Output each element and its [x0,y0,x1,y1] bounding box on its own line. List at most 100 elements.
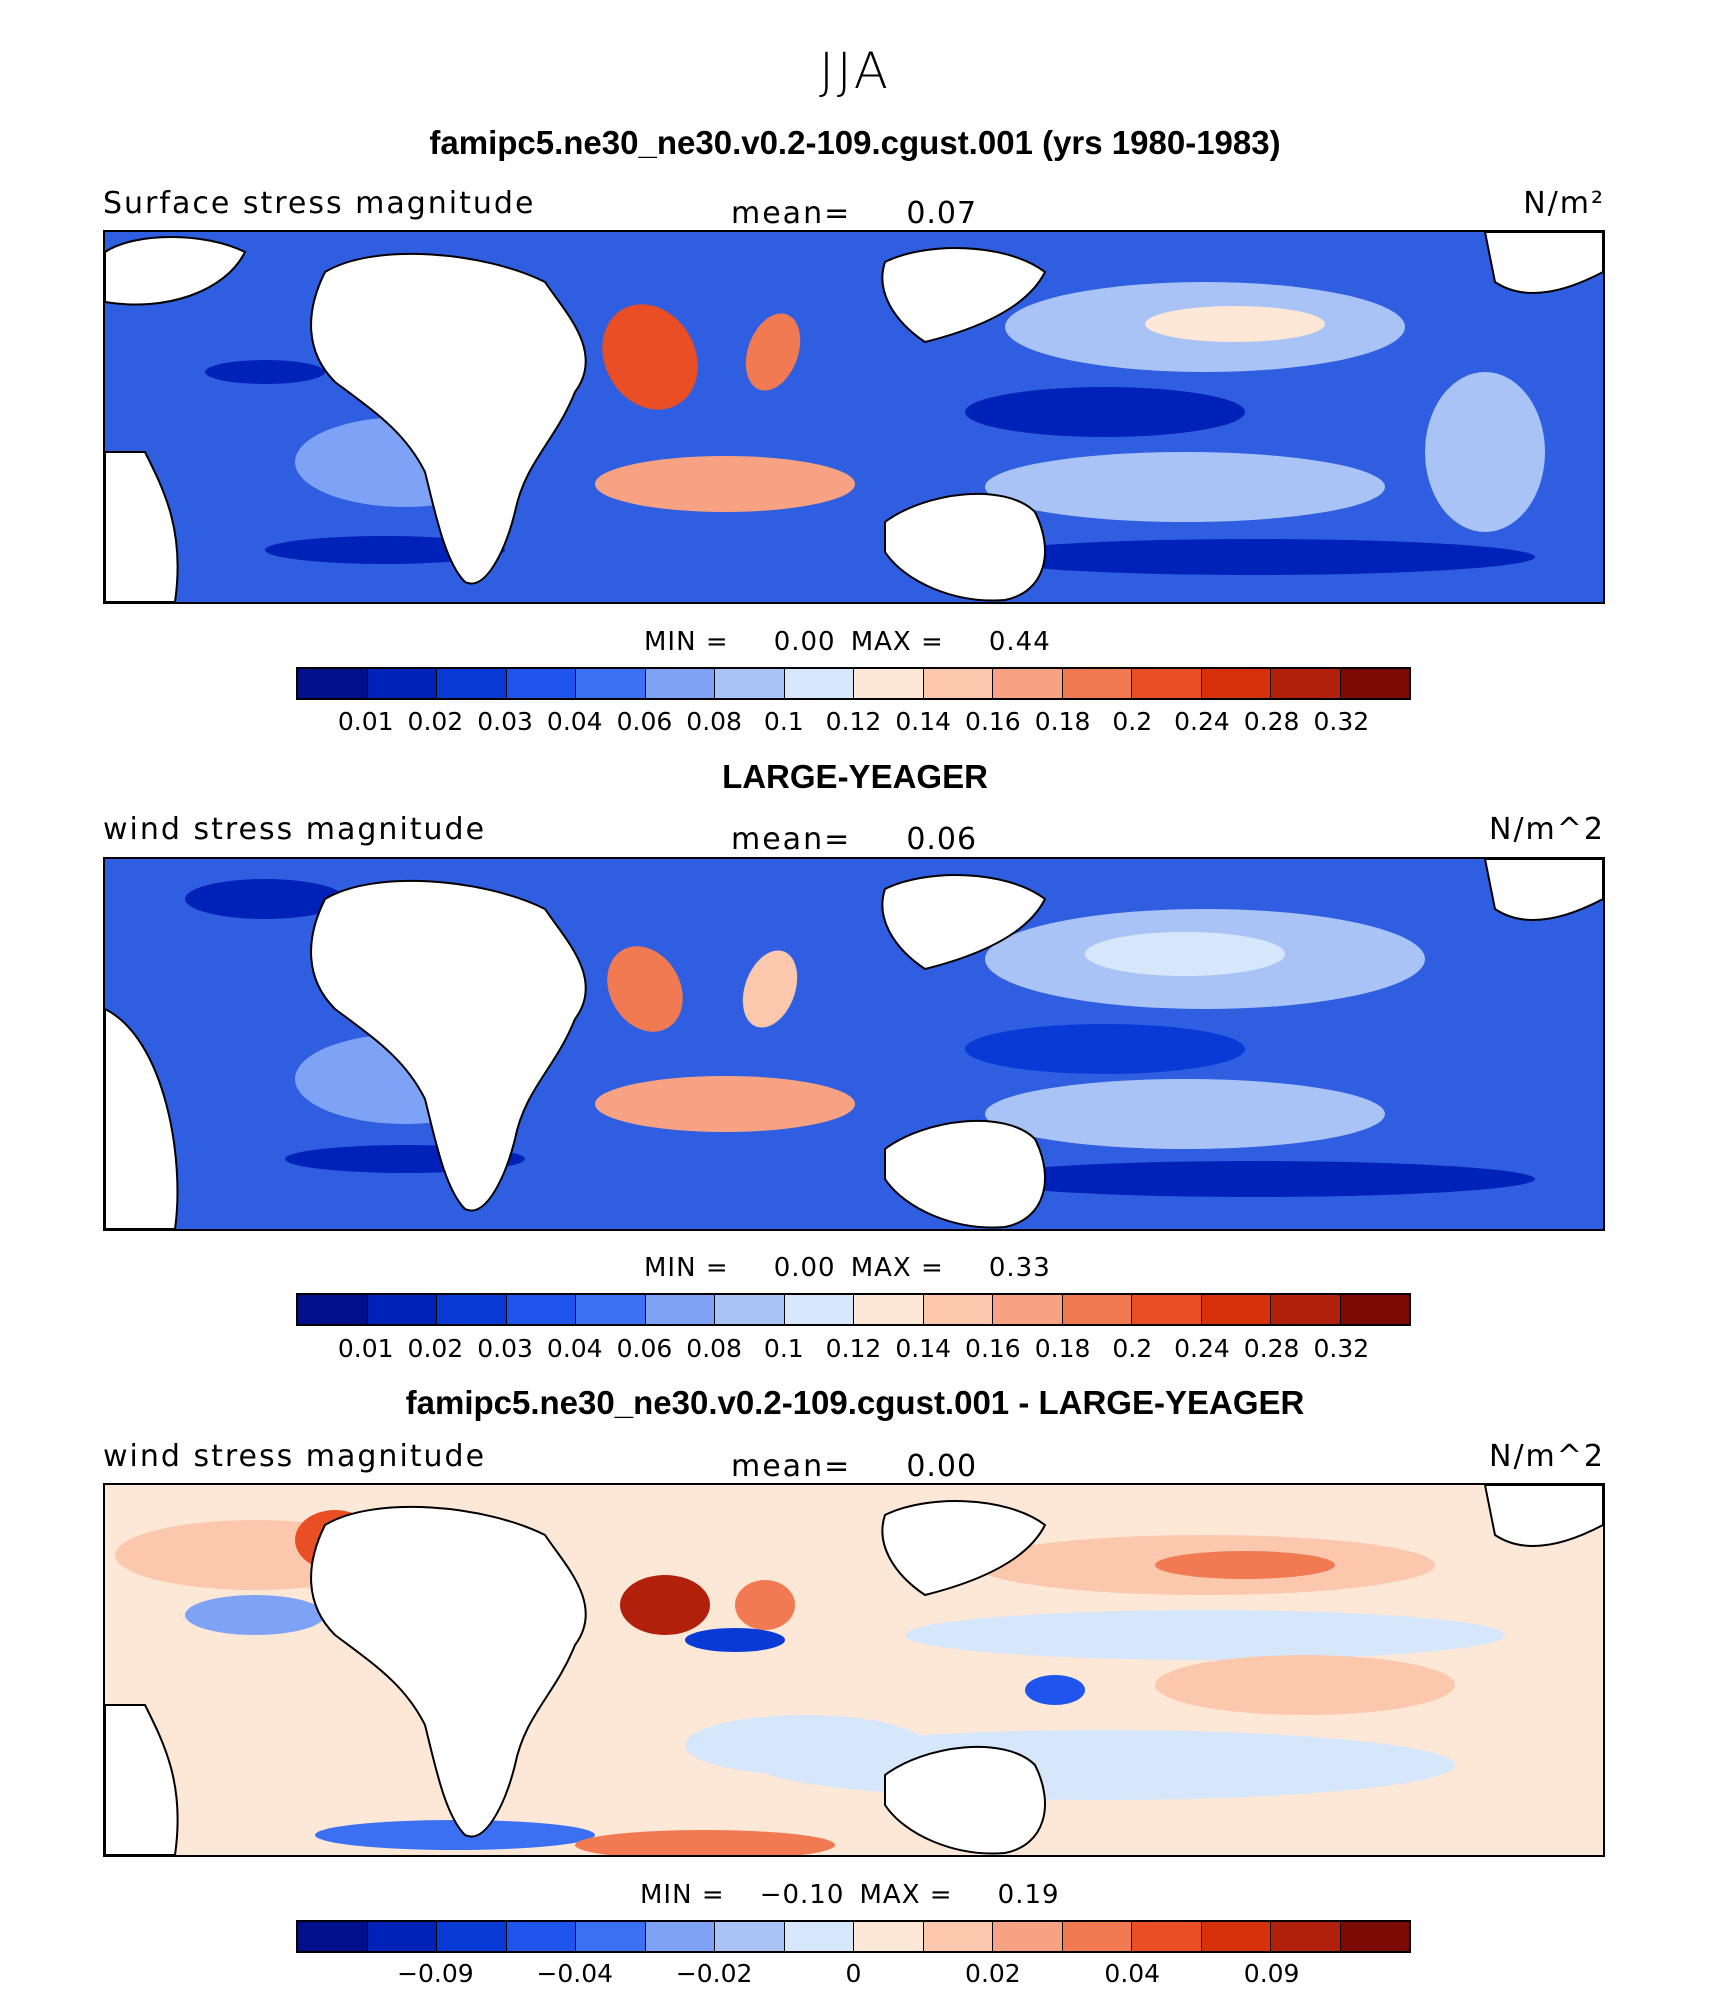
colorbar-tick-label: 0.12 [825,1334,882,1363]
panel-2-map [103,857,1605,1231]
panel-3-max-label: MAX = [859,1880,953,1910]
colorbar-cell [645,1922,715,1951]
colorbar-cell [784,669,854,698]
panel-3-units: N/m^2 [1489,1439,1605,1474]
panel-1-min-value: 0.00 [773,627,836,657]
panel-1-minmax: MIN = 0.00 MAX = 0.44 [644,627,1051,657]
colorbar-cell [854,1922,924,1951]
colorbar-tick-label: 0.1 [763,1334,804,1363]
colorbar-tick-label: 0.14 [895,1334,952,1363]
colorbar-cell [1062,1295,1132,1324]
colorbar-tick-label: 0.08 [686,1334,742,1363]
colorbar-cell [576,669,646,698]
colorbar-tick-label: 0.02 [407,707,464,736]
panel-2-mean-value: 0.06 [906,822,978,857]
colorbar-tick-label: 0.04 [546,707,603,736]
panel-1-min-label: MIN = [644,627,729,657]
panel-3-max-value: 0.19 [997,1880,1060,1910]
colorbar-cell [784,1295,854,1324]
panel-1-map-svg [105,232,1603,602]
panel-2-mean-label: mean= [731,822,852,857]
panel-2-variable-label: wind stress magnitude [103,812,487,847]
panel-3-colorbar [296,1920,1411,1953]
colorbar-tick-label: 0.32 [1313,707,1370,736]
panel-3-variable-label: wind stress magnitude [103,1439,487,1474]
colorbar-tick-label: 0.03 [477,1334,533,1363]
panel-1-mean-label: mean= [731,196,852,231]
panel-2-max-value: 0.33 [988,1253,1051,1283]
panel-1-map [103,230,1605,604]
panel-1-colorbar-ticks: 0.01 0.02 0.03 0.04 0.06 0.08 0.1 0.12 0.14 0.16 0… [296,707,1411,737]
panel-2-min-label: MIN = [644,1253,729,1283]
colorbar-cell [1340,1295,1409,1324]
colorbar-tick-label: 0 [845,1959,862,1988]
colorbar-tick-label: −0.02 [675,1959,753,1988]
colorbar-tick-label: 0.18 [1034,1334,1091,1363]
colorbar-cell [923,1295,993,1324]
colorbar-cell [1201,669,1271,698]
panel-2-max-label: MAX = [850,1253,944,1283]
colorbar-tick-label: 0.03 [477,707,533,736]
colorbar-cell [506,1922,576,1951]
colorbar-cell [506,669,576,698]
panel-1-mean-value: 0.07 [906,196,978,231]
panel-3-mean-value: 0.00 [906,1449,978,1484]
colorbar-cell [1340,1922,1409,1951]
colorbar-tick-label: 0.12 [825,707,882,736]
panel-3-map-svg [105,1485,1603,1855]
colorbar-tick-label: 0.16 [965,707,1021,736]
colorbar-tick-label: 0.09 [1243,1959,1300,1988]
colorbar-tick-label: 0.32 [1313,1334,1370,1363]
colorbar-tick-label: 0.24 [1174,707,1230,736]
figure-season-title: JJA [819,42,891,100]
panel-2-mean: mean= 0.06 [731,822,977,857]
panel-1-units: N/m² [1523,186,1605,221]
colorbar-tick-label: 0.28 [1243,1334,1300,1363]
colorbar-cell [367,1295,437,1324]
colorbar-cell [1271,669,1341,698]
colorbar-tick-label: 0.1 [763,707,804,736]
colorbar-cell [506,1295,576,1324]
colorbar-cell [1201,1295,1271,1324]
panel-3-min-value: −0.10 [759,1880,845,1910]
panel-1-max-label: MAX = [850,627,944,657]
colorbar-cell [298,1922,368,1951]
colorbar-tick-label: 0.06 [616,707,673,736]
colorbar-cell [993,1295,1063,1324]
panel-1-title: famipc5.ne30_ne30.v0.2-109.cgust.001 (yr… [429,124,1281,161]
colorbar-tick-label: −0.04 [536,1959,614,1988]
colorbar-cell [1340,669,1409,698]
colorbar-tick-label: 0.2 [1112,1334,1153,1363]
colorbar-tick-label: 0.02 [965,1959,1021,1988]
colorbar-cell [645,1295,715,1324]
colorbar-cell [854,1295,924,1324]
colorbar-cell [784,1922,854,1951]
colorbar-cell [437,1922,507,1951]
colorbar-tick-label: 0.18 [1034,707,1091,736]
colorbar-cell [715,1922,785,1951]
colorbar-cell [993,669,1063,698]
colorbar-tick-label: 0.01 [337,707,394,736]
colorbar-cell [437,1295,507,1324]
colorbar-cell [1271,1922,1341,1951]
panel-1-colorbar [296,667,1411,700]
colorbar-cell [1271,1295,1341,1324]
panel-3-min-label: MIN = [640,1880,725,1910]
panel-3-minmax: MIN = −0.10 MAX = 0.19 [640,1880,1060,1910]
colorbar-tick-label: 0.14 [895,707,952,736]
colorbar-tick-label: −0.09 [397,1959,474,1988]
colorbar-cell [1062,669,1132,698]
panel-3-title: famipc5.ne30_ne30.v0.2-109.cgust.001 - L… [405,1384,1305,1421]
colorbar-tick-label: 0.02 [407,1334,464,1363]
panel-2-colorbar-ticks: 0.01 0.02 0.03 0.04 0.06 0.08 0.1 0.12 0.14 0.16 0… [296,1334,1411,1364]
colorbar-tick-label: 0.2 [1112,707,1153,736]
colorbar-cell [1132,1922,1202,1951]
colorbar-cell [367,669,437,698]
colorbar-cell [923,669,993,698]
panel-3-mean-label: mean= [731,1449,852,1484]
colorbar-tick-label: 0.01 [337,1334,394,1363]
panel-2-map-svg [105,859,1603,1229]
colorbar-cell [854,669,924,698]
colorbar-cell [298,1295,368,1324]
colorbar-cell [437,669,507,698]
